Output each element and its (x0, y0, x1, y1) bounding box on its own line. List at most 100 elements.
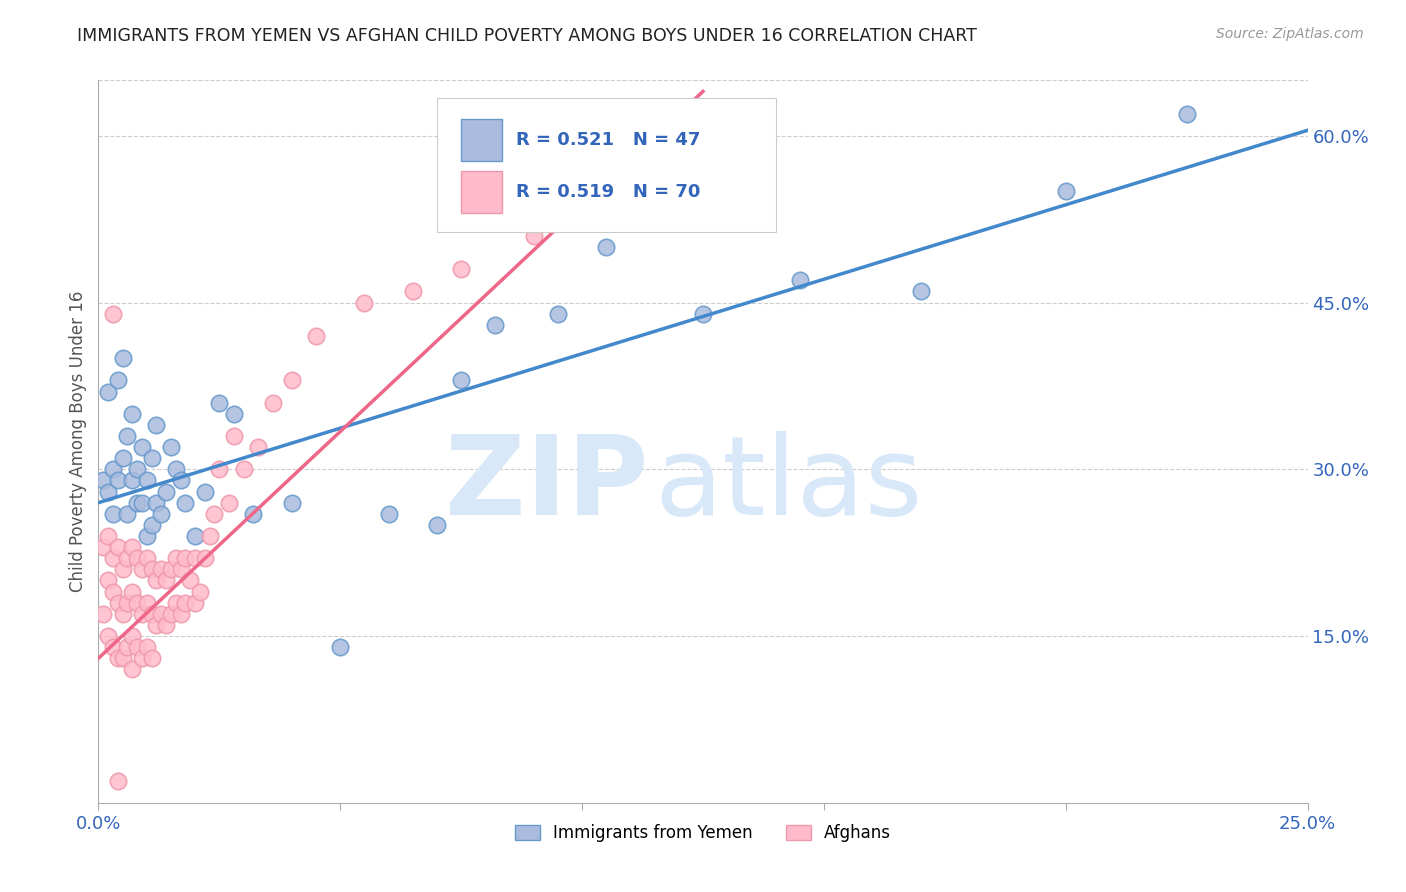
Point (91, 474, 114, 488)
Point (107, 373, 129, 387)
Point (155, 484, 177, 499)
Point (101, 551, 124, 566)
Point (426, 517, 449, 532)
Point (117, 551, 139, 566)
Point (117, 640, 139, 655)
Point (281, 373, 304, 387)
Point (155, 618, 177, 632)
Point (160, 607, 183, 621)
Point (402, 285, 425, 299)
Point (692, 307, 714, 321)
Point (184, 551, 207, 566)
Point (145, 496, 167, 510)
Point (450, 373, 472, 387)
Point (262, 395, 284, 409)
Text: atlas: atlas (655, 432, 924, 539)
Point (107, 773, 129, 788)
Point (353, 295, 375, 310)
Point (101, 640, 124, 655)
Point (208, 462, 231, 476)
Point (222, 429, 245, 443)
Point (111, 351, 134, 366)
Point (97, 484, 120, 499)
Point (131, 496, 153, 510)
Point (121, 662, 143, 676)
Point (523, 228, 546, 243)
Point (169, 474, 191, 488)
Point (595, 195, 617, 210)
Point (377, 507, 399, 521)
Point (101, 507, 124, 521)
Point (184, 596, 207, 610)
Point (141, 517, 163, 532)
Point (1175, 106, 1198, 120)
Point (281, 496, 304, 510)
Point (141, 651, 163, 665)
Point (107, 596, 129, 610)
Point (127, 596, 149, 610)
Point (150, 507, 173, 521)
Point (165, 462, 187, 476)
Point (97, 384, 120, 399)
Point (107, 540, 129, 554)
Point (117, 596, 139, 610)
Text: R = 0.521   N = 47: R = 0.521 N = 47 (516, 130, 700, 149)
Point (131, 440, 153, 454)
Point (174, 596, 197, 610)
Text: IMMIGRANTS FROM YEMEN VS AFGHAN CHILD POVERTY AMONG BOYS UNDER 16 CORRELATION CH: IMMIGRANTS FROM YEMEN VS AFGHAN CHILD PO… (77, 27, 977, 45)
Point (1054, 185, 1077, 199)
Point (165, 551, 187, 566)
Point (91, 607, 114, 621)
Point (484, 318, 506, 332)
Point (179, 574, 201, 588)
Point (135, 529, 157, 543)
FancyBboxPatch shape (437, 98, 776, 232)
Text: ZIP: ZIP (446, 432, 648, 539)
Point (194, 484, 217, 499)
Point (97, 574, 120, 588)
Point (131, 651, 153, 665)
Point (145, 618, 167, 632)
Point (145, 574, 167, 588)
Point (789, 273, 811, 287)
Point (160, 562, 183, 576)
Point (97, 629, 120, 643)
FancyBboxPatch shape (461, 170, 502, 213)
Y-axis label: Child Poverty Among Boys Under 16: Child Poverty Among Boys Under 16 (69, 291, 87, 592)
Point (547, 307, 569, 321)
Point (131, 562, 153, 576)
Point (107, 474, 129, 488)
Point (305, 329, 328, 343)
Point (135, 640, 157, 655)
Point (450, 262, 472, 277)
Point (121, 584, 143, 599)
Point (165, 596, 187, 610)
Legend: Immigrants from Yemen, Afghans: Immigrants from Yemen, Afghans (508, 817, 898, 848)
Point (150, 562, 173, 576)
Point (188, 584, 211, 599)
Point (150, 607, 173, 621)
Point (169, 607, 191, 621)
Point (141, 451, 163, 466)
Point (135, 596, 157, 610)
Point (117, 429, 139, 443)
Point (127, 551, 149, 566)
Point (218, 496, 240, 510)
Point (668, 185, 690, 199)
Point (155, 574, 177, 588)
Point (107, 651, 129, 665)
Point (127, 640, 149, 655)
Point (232, 462, 254, 476)
Point (169, 562, 191, 576)
Point (117, 507, 139, 521)
Point (131, 607, 153, 621)
Point (174, 496, 197, 510)
Point (595, 240, 617, 254)
Point (247, 440, 270, 454)
Point (141, 562, 163, 576)
Point (145, 417, 167, 432)
Point (160, 440, 183, 454)
Text: R = 0.519   N = 70: R = 0.519 N = 70 (516, 183, 700, 202)
Point (91, 540, 114, 554)
Point (198, 529, 221, 543)
